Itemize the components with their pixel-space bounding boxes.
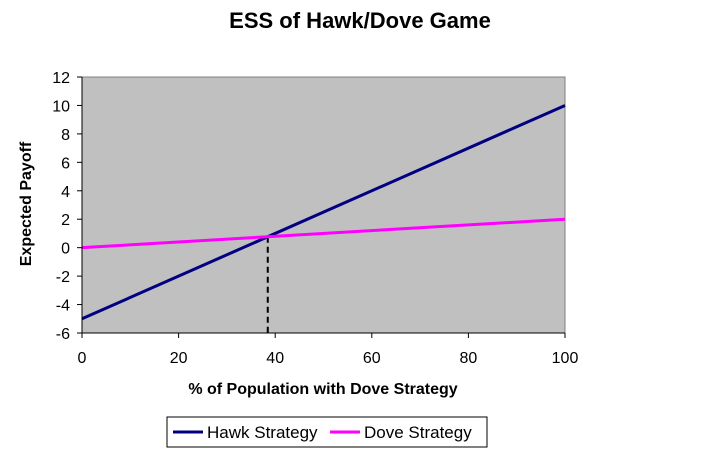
series-line-dove-strategy [81, 217, 566, 250]
y-tick-label: -2 [56, 269, 70, 286]
y-tick-label: 4 [61, 184, 70, 201]
legend-label-hawk: Hawk Strategy [207, 423, 318, 442]
x-tick-label: 80 [460, 350, 478, 367]
x-tick-label: 40 [266, 350, 284, 367]
y-tick-label: 2 [61, 212, 70, 229]
y-tick-label: 0 [61, 241, 70, 258]
y-tick-label: -6 [56, 326, 70, 343]
y-tick-label: 10 [52, 98, 70, 115]
chart-title: ESS of Hawk/Dove Game [229, 8, 491, 33]
y-tick-label: 12 [52, 70, 70, 87]
y-axis-label: Expected Payoff [18, 141, 35, 266]
plot-area [81, 76, 566, 334]
x-axis-label: % of Population with Dove Strategy [188, 381, 457, 398]
y-tick-label: -4 [56, 298, 70, 315]
legend: Hawk Strategy Dove Strategy [166, 416, 488, 448]
x-tick-label: 20 [170, 350, 188, 367]
series-line-hawk-strategy [81, 104, 566, 321]
legend-label-dove: Dove Strategy [364, 423, 472, 442]
legend-box [166, 416, 488, 448]
x-tick-label: 60 [363, 350, 381, 367]
y-tick-label: 6 [61, 155, 70, 172]
y-tick-label: 8 [61, 127, 70, 144]
x-tick-label: 0 [78, 350, 87, 367]
x-tick-label: 100 [552, 350, 579, 367]
